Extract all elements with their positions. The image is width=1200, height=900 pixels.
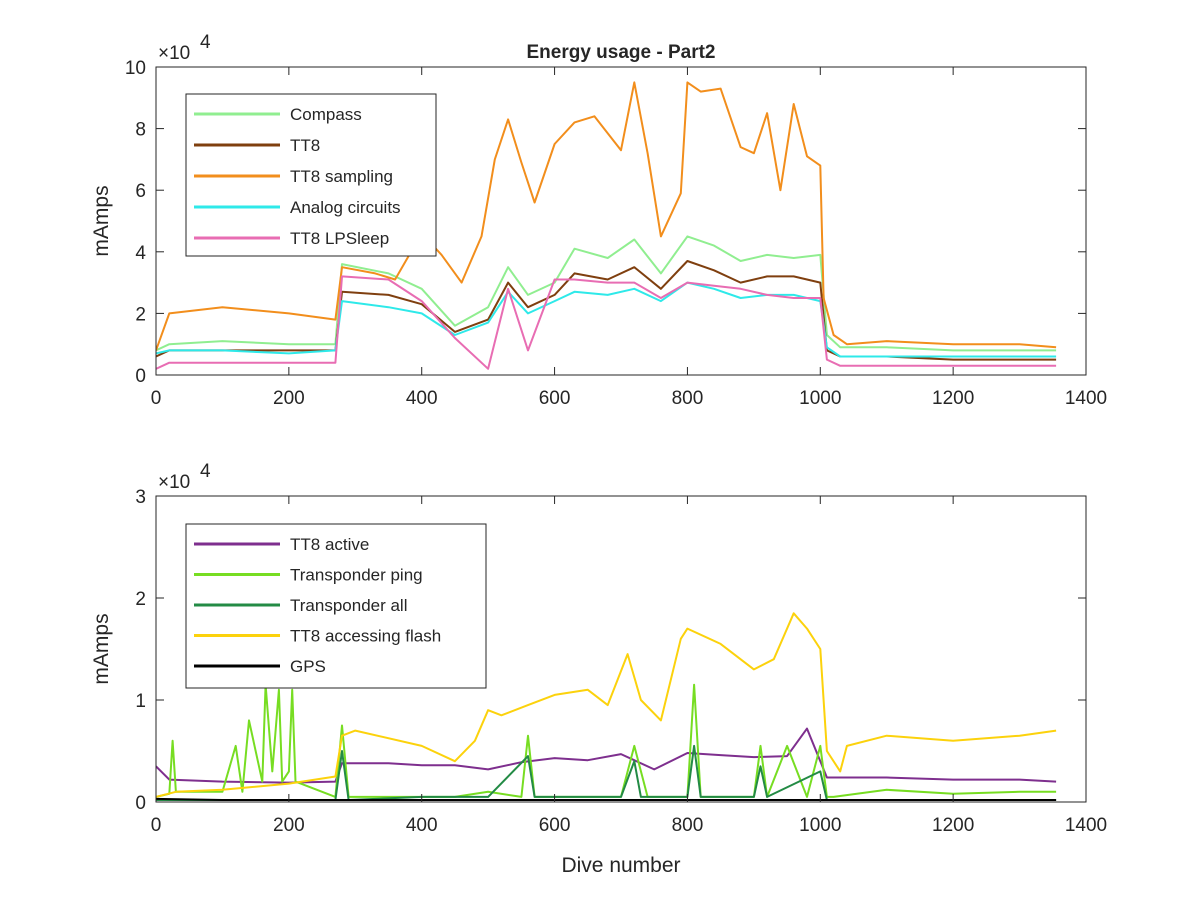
legend-label-1: TT8 active	[290, 535, 369, 554]
chart-1: 0 200 400 600 800 1000 1200 1400 0 2 4 6 8 10 ×10 4 Ener…	[90, 32, 1107, 409]
x-tick-label: 400	[406, 388, 438, 409]
y-multiplier: ×10	[158, 472, 190, 493]
legend-label-2: TT8	[290, 136, 320, 155]
y-tick-label: 1	[135, 691, 146, 712]
legend-label-2: Transponder ping	[290, 566, 423, 585]
x-axis-label: Dive number	[561, 854, 680, 877]
y-multiplier-exponent: 4	[200, 32, 211, 53]
legend: Compass TT8 TT8 sampling Analog circuits TT8…	[185, 93, 437, 257]
x-tick-label: 600	[539, 815, 571, 836]
y-tick-label: 2	[135, 589, 146, 610]
legend-label-1: Compass	[290, 105, 362, 124]
x-tick-label: 800	[672, 815, 704, 836]
series-line-5	[156, 275, 1057, 370]
y-tick-label: 8	[135, 120, 146, 141]
legend-label-3: TT8 sampling	[290, 167, 393, 186]
legend: TT8 active Transponder ping Transponder al…	[185, 523, 487, 689]
y-axis-label: mAmps	[90, 613, 113, 684]
chart-2: 0 200 400 600 800 1000 1200 1400 0 1 2 3 ×10 4 mAmps Di…	[90, 461, 1107, 877]
y-axis-label: mAmps	[90, 185, 113, 256]
series-line-3	[156, 81, 1057, 351]
x-tick-label: 200	[273, 815, 305, 836]
x-tick-label: 0	[151, 388, 162, 409]
y-tick-label: 0	[135, 793, 146, 814]
legend-label-3: Transponder all	[290, 596, 408, 615]
y-tick-label: 2	[135, 304, 146, 325]
x-tick-label: 1200	[932, 815, 974, 836]
axes-box	[155, 66, 1087, 376]
series-line-5	[156, 797, 1057, 801]
x-tick-label: 1200	[932, 388, 974, 409]
x-tick-label: 400	[406, 815, 438, 836]
x-tick-label: 1400	[1065, 815, 1107, 836]
series-line-4	[156, 612, 1057, 798]
series-line-3	[156, 744, 1057, 801]
x-tick-label: 0	[151, 815, 162, 836]
x-tick-label: 200	[273, 388, 305, 409]
x-tick-label: 1000	[799, 388, 841, 409]
y-multiplier-exponent: 4	[200, 461, 211, 482]
legend-label-4: Analog circuits	[290, 198, 401, 217]
series-group	[156, 612, 1057, 801]
y-tick-label: 10	[125, 58, 146, 79]
legend-label-5: GPS	[290, 657, 326, 676]
x-tick-label: 800	[672, 388, 704, 409]
y-multiplier: ×10	[158, 43, 190, 64]
x-tick-label: 1400	[1065, 388, 1107, 409]
axes-box	[155, 495, 1087, 803]
y-tick-label: 3	[135, 487, 146, 508]
legend-label-4: TT8 accessing flash	[290, 627, 441, 646]
chart-title: Energy usage - Part2	[526, 42, 715, 63]
legend-label-5: TT8 LPSleep	[290, 229, 389, 248]
x-tick-label: 600	[539, 388, 571, 409]
y-tick-label: 6	[135, 181, 146, 202]
y-tick-label: 0	[135, 366, 146, 387]
series-group	[156, 81, 1057, 370]
x-tick-label: 1000	[799, 815, 841, 836]
y-tick-label: 4	[135, 243, 146, 264]
